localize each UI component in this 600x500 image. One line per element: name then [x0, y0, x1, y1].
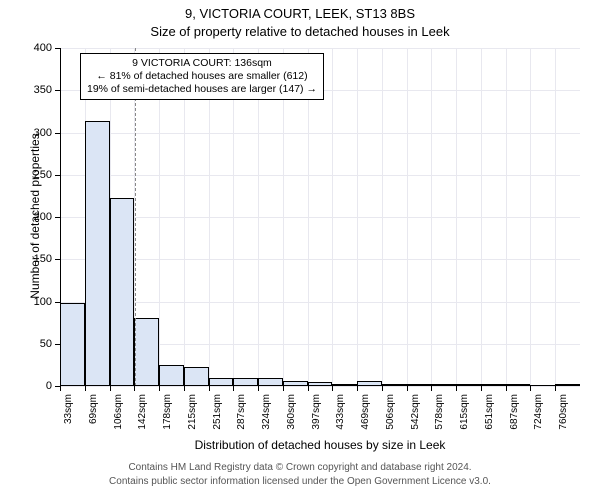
grid-line-h — [60, 175, 580, 176]
chart-container: 9, VICTORIA COURT, LEEK, ST13 8BS Size o… — [0, 0, 600, 500]
histogram-bar — [85, 121, 110, 386]
xtick-label: 542sqm — [410, 394, 421, 444]
xtick-mark — [431, 386, 432, 391]
xtick-label: 615sqm — [459, 394, 470, 444]
xtick-mark — [357, 386, 358, 391]
xtick-label: 724sqm — [533, 394, 544, 444]
xtick-mark — [60, 386, 61, 391]
xtick-mark — [456, 386, 457, 391]
grid-line-h — [60, 386, 580, 387]
xtick-mark — [233, 386, 234, 391]
y-axis-line — [60, 48, 61, 386]
ytick-mark — [55, 302, 60, 303]
xtick-mark — [481, 386, 482, 391]
grid-line-v — [332, 48, 333, 386]
ytick-label: 150 — [22, 253, 52, 265]
ytick-label: 50 — [22, 338, 52, 350]
ytick-mark — [55, 344, 60, 345]
footer-line-1: Contains HM Land Registry data © Crown c… — [0, 462, 600, 473]
grid-line-h — [60, 133, 580, 134]
xtick-mark — [332, 386, 333, 391]
ytick-mark — [55, 217, 60, 218]
grid-line-v — [357, 48, 358, 386]
ytick-label: 350 — [22, 84, 52, 96]
histogram-bar — [184, 367, 209, 386]
grid-line-h — [60, 302, 580, 303]
xtick-label: 251sqm — [212, 394, 223, 444]
xtick-mark — [85, 386, 86, 391]
chart-title-main: 9, VICTORIA COURT, LEEK, ST13 8BS — [0, 6, 600, 21]
ytick-label: 250 — [22, 169, 52, 181]
ytick-mark — [55, 133, 60, 134]
xtick-label: 142sqm — [137, 394, 148, 444]
grid-line-h — [60, 217, 580, 218]
annotation-box: 9 VICTORIA COURT: 136sqm ← 81% of detach… — [80, 53, 324, 100]
xtick-label: 106sqm — [113, 394, 124, 444]
ytick-mark — [55, 175, 60, 176]
ytick-label: 100 — [22, 296, 52, 308]
xtick-label: 397sqm — [311, 394, 322, 444]
grid-line-v — [431, 48, 432, 386]
grid-line-v — [506, 48, 507, 386]
grid-line-v — [382, 48, 383, 386]
xtick-mark — [555, 386, 556, 391]
grid-line-h — [60, 259, 580, 260]
ytick-label: 300 — [22, 127, 52, 139]
grid-line-v — [530, 48, 531, 386]
xtick-label: 215sqm — [187, 394, 198, 444]
xtick-mark — [283, 386, 284, 391]
footer-line-2: Contains public sector information licen… — [0, 476, 600, 487]
grid-line-v — [555, 48, 556, 386]
ytick-mark — [55, 90, 60, 91]
annotation-line-1: 9 VICTORIA COURT: 136sqm — [87, 57, 317, 70]
xtick-label: 433sqm — [335, 394, 346, 444]
grid-line-v — [407, 48, 408, 386]
xtick-mark — [407, 386, 408, 391]
histogram-bar — [60, 303, 85, 386]
xtick-mark — [382, 386, 383, 391]
annotation-line-2: ← 81% of detached houses are smaller (61… — [87, 70, 317, 83]
xtick-label: 33sqm — [63, 394, 74, 444]
xtick-mark — [209, 386, 210, 391]
xtick-mark — [159, 386, 160, 391]
xtick-label: 469sqm — [360, 394, 371, 444]
x-axis-line — [60, 385, 580, 386]
chart-title-sub: Size of property relative to detached ho… — [0, 24, 600, 39]
ytick-label: 400 — [22, 42, 52, 54]
xtick-mark — [308, 386, 309, 391]
grid-line-h — [60, 48, 580, 49]
xtick-label: 687sqm — [509, 394, 520, 444]
xtick-mark — [110, 386, 111, 391]
xtick-label: 287sqm — [236, 394, 247, 444]
grid-line-v — [481, 48, 482, 386]
ytick-mark — [55, 259, 60, 260]
xtick-label: 651sqm — [484, 394, 495, 444]
ytick-label: 0 — [22, 380, 52, 392]
xtick-mark — [184, 386, 185, 391]
xtick-mark — [530, 386, 531, 391]
annotation-line-3: 19% of semi-detached houses are larger (… — [87, 83, 317, 96]
grid-line-v — [456, 48, 457, 386]
xtick-label: 324sqm — [261, 394, 272, 444]
histogram-bar — [159, 365, 184, 386]
histogram-bar — [134, 318, 159, 386]
xtick-label: 760sqm — [558, 394, 569, 444]
xtick-mark — [506, 386, 507, 391]
xtick-label: 506sqm — [385, 394, 396, 444]
xtick-mark — [258, 386, 259, 391]
xtick-label: 578sqm — [434, 394, 445, 444]
xtick-mark — [134, 386, 135, 391]
histogram-bar — [110, 198, 135, 386]
xtick-label: 360sqm — [286, 394, 297, 444]
xtick-label: 178sqm — [162, 394, 173, 444]
ytick-mark — [55, 48, 60, 49]
ytick-label: 200 — [22, 211, 52, 223]
xtick-label: 69sqm — [88, 394, 99, 444]
